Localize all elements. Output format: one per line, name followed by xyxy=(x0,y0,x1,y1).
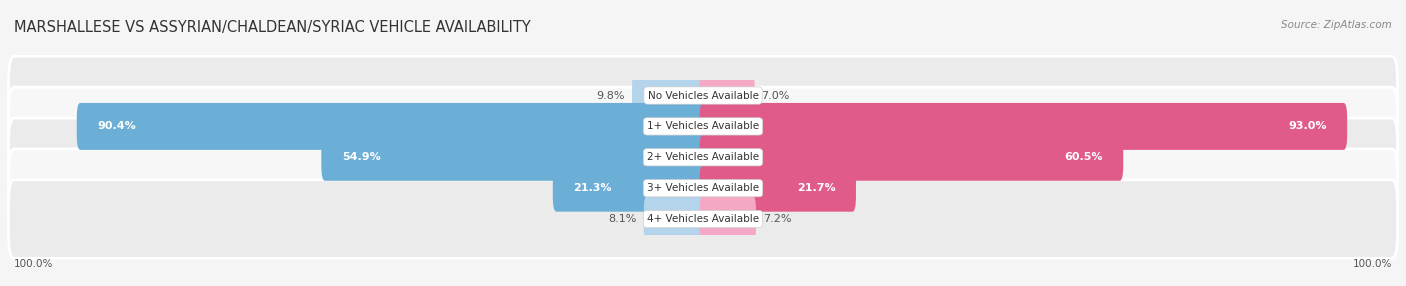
Text: 4+ Vehicles Available: 4+ Vehicles Available xyxy=(647,214,759,224)
Text: 93.0%: 93.0% xyxy=(1288,122,1326,131)
Text: 9.8%: 9.8% xyxy=(596,91,626,100)
FancyBboxPatch shape xyxy=(8,87,1398,166)
Text: 3+ Vehicles Available: 3+ Vehicles Available xyxy=(647,183,759,193)
Text: MARSHALLESE VS ASSYRIAN/CHALDEAN/SYRIAC VEHICLE AVAILABILITY: MARSHALLESE VS ASSYRIAN/CHALDEAN/SYRIAC … xyxy=(14,20,531,35)
FancyBboxPatch shape xyxy=(322,134,706,181)
Text: 100.0%: 100.0% xyxy=(14,259,53,269)
Text: 2+ Vehicles Available: 2+ Vehicles Available xyxy=(647,152,759,162)
FancyBboxPatch shape xyxy=(633,72,706,119)
Text: Source: ZipAtlas.com: Source: ZipAtlas.com xyxy=(1281,20,1392,30)
Text: 8.1%: 8.1% xyxy=(609,214,637,224)
FancyBboxPatch shape xyxy=(77,103,706,150)
FancyBboxPatch shape xyxy=(700,196,756,243)
FancyBboxPatch shape xyxy=(700,72,755,119)
FancyBboxPatch shape xyxy=(8,149,1398,227)
Text: No Vehicles Available: No Vehicles Available xyxy=(648,91,758,100)
FancyBboxPatch shape xyxy=(644,196,706,243)
FancyBboxPatch shape xyxy=(553,165,706,212)
Text: 21.7%: 21.7% xyxy=(797,183,835,193)
FancyBboxPatch shape xyxy=(700,165,856,212)
FancyBboxPatch shape xyxy=(700,134,1123,181)
Text: 90.4%: 90.4% xyxy=(97,122,136,131)
Text: 7.0%: 7.0% xyxy=(762,91,790,100)
Text: 7.2%: 7.2% xyxy=(763,214,792,224)
Text: 60.5%: 60.5% xyxy=(1064,152,1102,162)
FancyBboxPatch shape xyxy=(700,103,1347,150)
Text: 1+ Vehicles Available: 1+ Vehicles Available xyxy=(647,122,759,131)
FancyBboxPatch shape xyxy=(8,180,1398,258)
Text: 100.0%: 100.0% xyxy=(1353,259,1392,269)
Text: 21.3%: 21.3% xyxy=(574,183,612,193)
FancyBboxPatch shape xyxy=(8,56,1398,135)
FancyBboxPatch shape xyxy=(8,118,1398,196)
Text: 54.9%: 54.9% xyxy=(342,152,381,162)
